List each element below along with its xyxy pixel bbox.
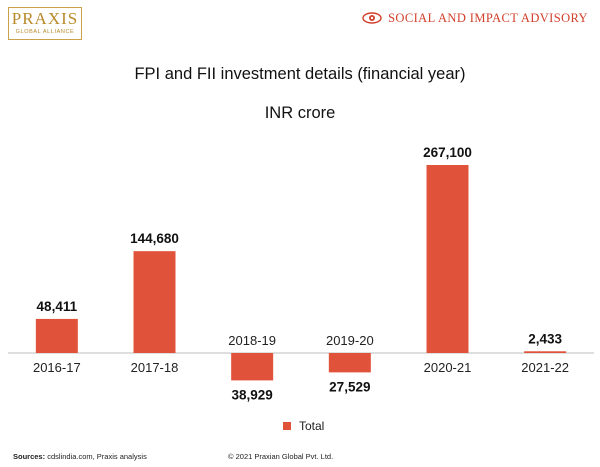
data-label: 267,100: [423, 145, 472, 160]
x-tick-label: 2021-22: [521, 360, 569, 375]
x-tick-label: 2018-19: [228, 333, 276, 348]
praxis-logo: PRAXIS GLOBAL ALLIANCE: [8, 7, 82, 40]
x-tick-label: 2020-21: [424, 360, 472, 375]
x-tick-label: 2017-18: [131, 360, 179, 375]
chart-title: FPI and FII investment details (financia…: [134, 65, 466, 83]
legend-label: Total: [299, 419, 325, 433]
advisory-header: SOCIAL AND IMPACT ADVISORY: [362, 9, 588, 27]
x-tick-label: 2016-17: [33, 360, 81, 375]
logo-sub-text: GLOBAL ALLIANCE: [15, 29, 75, 35]
source-text: cdslindia.com, Praxis analysis: [45, 452, 147, 461]
logo-main-text: PRAXIS: [11, 9, 79, 28]
data-label: 144,680: [130, 231, 179, 246]
eye-icon: [362, 12, 382, 24]
source-label: Sources:: [13, 452, 46, 461]
data-label: 27,529: [329, 379, 370, 394]
footer-source: Sources: cdslindia.com, Praxis analysis: [13, 452, 147, 461]
bar-2017-18: [133, 251, 176, 353]
data-label: 2,433: [528, 331, 562, 346]
advisory-text: SOCIAL AND IMPACT ADVISORY: [388, 10, 588, 25]
data-label: 38,929: [232, 387, 273, 402]
footer-copyright: © 2021 Praxian Global Pvt. Ltd.: [228, 452, 334, 461]
bar-2019-20: [328, 353, 371, 373]
bar-2018-19: [231, 353, 274, 381]
bar-2016-17: [35, 318, 78, 353]
chart-subtitle: INR crore: [264, 104, 336, 122]
bar-2021-22: [524, 351, 567, 353]
legend: Total: [283, 419, 324, 433]
bar-2020-21: [426, 165, 469, 353]
x-tick-label: 2019-20: [326, 333, 374, 348]
legend-swatch: [283, 422, 291, 430]
data-label: 48,411: [37, 299, 78, 314]
